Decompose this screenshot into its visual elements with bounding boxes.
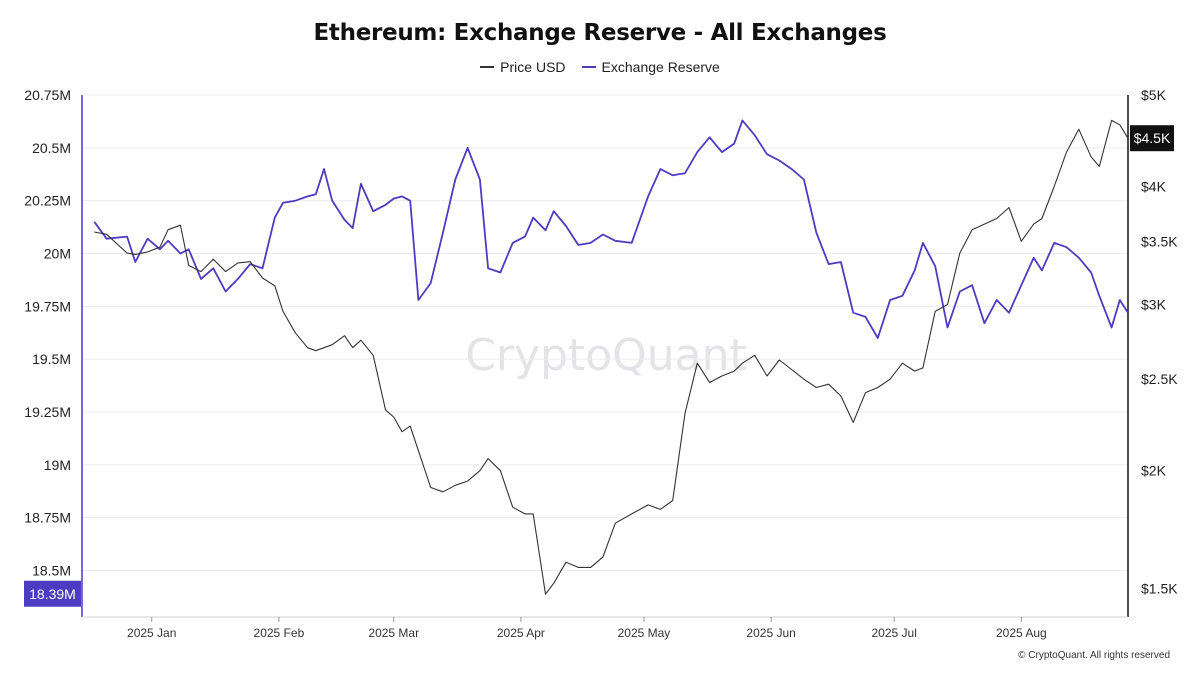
y-left-tick-label: 19.5M — [32, 351, 71, 367]
y-left-tick-label: 19M — [44, 457, 71, 473]
y-right-tick-label: $4K — [1141, 179, 1167, 195]
y-left-tick-label: 20M — [44, 246, 71, 262]
y-left-tick-label: 20.5M — [32, 140, 71, 156]
axes — [81, 95, 1129, 622]
x-tick-label: 2025 Jun — [746, 626, 795, 640]
y-right-tick-label: $3K — [1141, 296, 1167, 312]
current-price-badge — [1130, 125, 1174, 152]
y-right-tick-label: $2K — [1141, 463, 1167, 479]
legend-swatch-reserve — [581, 66, 596, 68]
x-tick-label: 2025 May — [618, 626, 671, 640]
legend-item-price[interactable]: Price USD — [480, 59, 566, 75]
y-right-tick-label: $2.5K — [1141, 371, 1178, 387]
axis-labels: 20.75M 20.5M 20.25M 20M 19.75M 19.5M 19.25M 19M… — [24, 87, 1178, 640]
legend-swatch-price — [480, 66, 495, 68]
y-left-tick-label: 19.25M — [24, 404, 71, 420]
series-lines — [93, 119, 1129, 595]
watermark-text: CryptoQuant — [465, 330, 747, 381]
y-left-tick-label: 18.5M — [32, 563, 71, 579]
x-tick-label: 2025 Jan — [127, 626, 176, 640]
current-price-badge-label: $4.5K — [1134, 130, 1171, 146]
price-usd-line — [94, 119, 1129, 595]
current-reserve-badge — [24, 580, 81, 607]
x-tick-label: 2025 Jul — [872, 626, 917, 640]
x-tick-label: 2025 Aug — [996, 626, 1047, 640]
x-tick-label: 2025 Mar — [368, 626, 419, 640]
copyright-footer: © CryptoQuant. All rights reserved — [1018, 650, 1170, 661]
y-right-tick-label: $5K — [1141, 87, 1167, 103]
legend: Price USD Exchange Reserve — [0, 59, 1200, 75]
x-tick-label: 2025 Feb — [254, 626, 305, 640]
legend-item-reserve[interactable]: Exchange Reserve — [581, 59, 720, 75]
chart-title: Ethereum: Exchange Reserve - All Exchang… — [313, 20, 887, 46]
legend-label-reserve: Exchange Reserve — [601, 59, 720, 75]
y-right-tick-label: $1.5K — [1141, 581, 1178, 597]
y-left-tick-label: 18.75M — [24, 510, 71, 526]
y-left-tick-label: 20.75M — [24, 87, 71, 103]
legend-label-price: Price USD — [500, 59, 566, 75]
y-left-tick-label: 19.75M — [24, 298, 71, 314]
current-reserve-badge-label: 18.39M — [29, 586, 76, 602]
x-tick-label: 2025 Apr — [497, 626, 545, 640]
exchange-reserve-line — [93, 119, 1129, 339]
grid-lines — [82, 94, 1128, 572]
y-right-tick-label: $3.5K — [1141, 233, 1178, 249]
y-left-tick-label: 20.25M — [24, 193, 71, 209]
